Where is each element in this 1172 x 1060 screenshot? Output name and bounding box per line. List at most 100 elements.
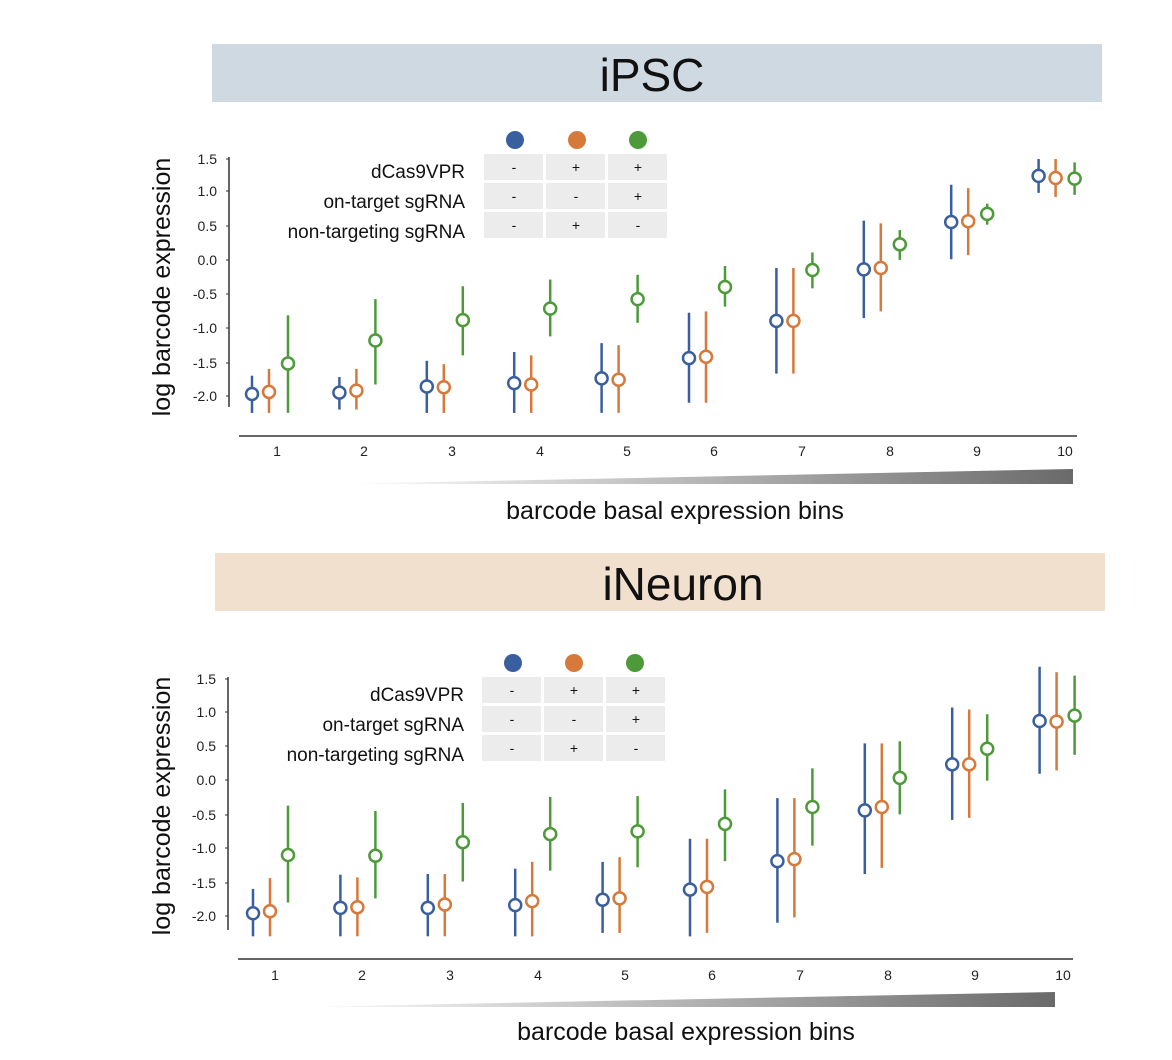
ipsc-orange-point-bin-5 (611, 372, 626, 387)
condition-cell (608, 154, 667, 180)
ineuron-condition-legend: dCas9VPR on-target sgRNA non-targeting s… (287, 654, 665, 766)
ipsc-y-ticks: 1.5 1.0 0.5 0.0 -0.5 -1.0 -1.5 -2.0 (193, 151, 229, 404)
ipsc-green-point-bin-6 (717, 279, 733, 295)
condition-cell (546, 183, 605, 209)
ipsc-orange-point-bin-7 (786, 313, 801, 329)
ipsc-orange-point-bin-2 (349, 383, 364, 398)
ipsc-y-tick-label: -1.0 (193, 320, 217, 336)
ipsc-blue-point-bin-2 (332, 385, 347, 400)
ipsc-data-marks (244, 159, 1082, 413)
ineuron-y-ticks: 1.5 1.0 0.5 0.0 -0.5 -1.0 -1.5 -2.0 (192, 671, 228, 924)
ineuron-x-tick-label: 10 (1055, 967, 1071, 983)
condition-cell-value: + (570, 682, 578, 698)
ineuron-blue-point-bin-7 (770, 853, 785, 869)
condition-cell (606, 677, 665, 703)
ipsc-x-tick-label: 6 (710, 443, 718, 459)
ineuron-green-point-bin-10 (1067, 708, 1082, 723)
ineuron-x-tick-label: 3 (446, 967, 454, 983)
ineuron-orange-point-bin-3 (437, 897, 453, 912)
ipsc-green-point-bin-7 (805, 262, 820, 278)
condition-cell (546, 212, 605, 238)
condition-cell (544, 706, 603, 732)
condition-cell (608, 212, 667, 238)
ipsc-blue-point-bin-9 (943, 214, 959, 230)
condition-cell (482, 677, 541, 703)
ipsc-x-tick-label: 1 (273, 443, 281, 459)
ipsc-green-point-bin-3 (455, 312, 471, 328)
ipsc-blue-point-bin-8 (856, 262, 872, 277)
ineuron-green-point-bin-2 (368, 848, 383, 863)
blue-condition-dot (504, 654, 522, 672)
ipsc-green-point-bin-9 (979, 206, 995, 222)
ineuron-y-axis-label: log barcode expression (148, 677, 176, 936)
ineuron-green-point-bin-7 (805, 799, 820, 815)
ipsc-green-point-bin-8 (892, 237, 908, 252)
ipsc-green-point-bin-5 (630, 291, 645, 307)
ipsc-y-tick-label: -1.5 (193, 355, 217, 371)
ipsc-x-tick-label: 7 (798, 443, 806, 459)
ipsc-x-tick-label: 5 (623, 443, 631, 459)
ineuron-orange-point-bin-2 (350, 899, 365, 915)
condition-cell (546, 154, 605, 180)
ineuron-blue-point-bin-6 (682, 882, 698, 897)
condition-cell-value: - (510, 711, 515, 727)
ipsc-x-tick-label: 9 (973, 443, 981, 459)
ineuron-y-tick-label: -2.0 (192, 908, 216, 924)
ipsc-blue-point-bin-7 (769, 313, 784, 329)
condition-cell-value: - (510, 740, 515, 756)
condition-cell (482, 735, 541, 761)
ineuron-orange-point-bin-9 (961, 757, 977, 772)
ineuron-orange-point-bin-4 (524, 893, 540, 909)
ipsc-y-tick-label: 1.5 (198, 151, 218, 167)
ipsc-title-banner (212, 44, 1102, 102)
ineuron-y-tick-label: 0.5 (197, 738, 217, 754)
ineuron-blue-point-bin-3 (420, 900, 436, 916)
condition-cell-value: - (512, 188, 517, 204)
ipsc-orange-point-bin-8 (873, 260, 889, 276)
ipsc-x-tick-label: 2 (360, 443, 368, 459)
condition-cell-value: - (572, 711, 577, 727)
condition-cell-value: - (636, 217, 641, 233)
ineuron-orange-point-bin-5 (612, 891, 627, 906)
condition-cell-value: + (570, 740, 578, 756)
condition-cell-value: - (512, 159, 517, 175)
ipsc-green-point-bin-1 (280, 356, 296, 371)
ineuron-title-banner (215, 553, 1105, 611)
ipsc-x-tick-label: 10 (1057, 443, 1073, 459)
ineuron-x-tick-label: 8 (884, 967, 892, 983)
ipsc-x-ticks: 1 2 3 4 5 6 7 8 9 10 (273, 443, 1073, 459)
row-label-dcas9vpr: dCas9VPR (370, 685, 464, 706)
ineuron-green-point-bin-9 (979, 741, 995, 756)
ipsc-x-axis-label: barcode basal expression bins (506, 497, 844, 525)
condition-cell-value: + (572, 159, 580, 175)
condition-cell-value: - (510, 682, 515, 698)
ipsc-blue-point-bin-3 (419, 379, 435, 394)
ineuron-green-point-bin-8 (892, 770, 908, 786)
ipsc-blue-point-bin-6 (681, 350, 697, 366)
ipsc-y-tick-label: 1.0 (198, 183, 218, 199)
condition-cell (544, 735, 603, 761)
row-label-non-targeting-sgrna: non-targeting sgRNA (287, 745, 465, 766)
ineuron-y-tick-label: 1.0 (197, 704, 217, 720)
ineuron-green-point-bin-3 (455, 834, 471, 850)
condition-cell-value: + (632, 682, 640, 698)
condition-cell (608, 183, 667, 209)
condition-cell-value: + (572, 217, 580, 233)
ineuron-y-tick-label: -1.0 (192, 840, 216, 856)
ipsc-orange-point-bin-1 (261, 384, 277, 400)
ineuron-green-point-bin-1 (280, 847, 296, 863)
condition-cell-value: + (634, 188, 642, 204)
condition-cell-value: + (634, 159, 642, 175)
ipsc-expression-gradient-wedge (340, 469, 1073, 484)
ineuron-x-ticks: 1 2 3 4 5 6 7 8 9 10 (271, 967, 1071, 983)
ipsc-blue-point-bin-1 (244, 386, 260, 402)
ineuron-orange-point-bin-10 (1049, 714, 1064, 729)
ipsc-condition-legend: dCas9VPR on-target sgRNA non-targeting s… (288, 131, 667, 243)
ipsc-x-tick-label: 8 (886, 443, 894, 459)
ineuron-x-tick-label: 7 (796, 967, 804, 983)
ineuron-green-point-bin-4 (542, 826, 558, 842)
condition-cell-value: - (634, 740, 639, 756)
ineuron-blue-point-bin-9 (944, 757, 960, 772)
row-label-dcas9vpr: dCas9VPR (371, 162, 465, 183)
